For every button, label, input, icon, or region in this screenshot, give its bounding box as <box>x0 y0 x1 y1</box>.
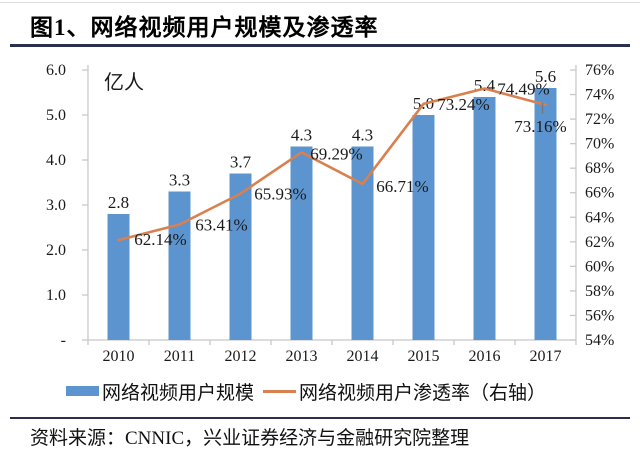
legend-item-penetration-label: 网络视频用户渗透率（右轴） <box>299 382 547 404</box>
legend-swatch-line <box>263 389 297 393</box>
svg-text:73.24%: 73.24% <box>437 95 489 114</box>
separator-line <box>10 417 630 419</box>
svg-text:69.29%: 69.29% <box>310 144 362 163</box>
svg-text:66%: 66% <box>585 185 614 202</box>
page-title: 图1、网络视频用户规模及渗透率 <box>30 15 379 40</box>
svg-text:-: - <box>61 332 66 349</box>
bar-2014 <box>351 146 374 340</box>
svg-text:2012: 2012 <box>225 348 257 365</box>
svg-text:62%: 62% <box>585 234 614 251</box>
x-axis-labels: 2010 2011 2012 2013 2014 2015 2016 2017 <box>103 348 562 365</box>
svg-text:2016: 2016 <box>469 348 501 365</box>
svg-text:2011: 2011 <box>164 348 195 365</box>
source-note: 资料来源：CNNIC，兴业证券经济与金融研究院整理 <box>30 428 470 449</box>
svg-text:60%: 60% <box>585 258 614 275</box>
svg-text:2013: 2013 <box>286 348 318 365</box>
svg-text:2010: 2010 <box>103 348 135 365</box>
right-axis-tick-labels: 76% 74% 72% 70% 68% 66% 64% 62% 60% 58% 56% 54% <box>585 62 614 349</box>
bar-2012 <box>229 173 252 340</box>
svg-text:54%: 54% <box>585 332 614 349</box>
svg-text:5.4: 5.4 <box>474 76 496 95</box>
svg-text:74.49%: 74.49% <box>497 80 549 99</box>
legend-item-user-scale-label: 网络视频用户规模 <box>102 382 255 404</box>
svg-text:4.3: 4.3 <box>291 126 312 145</box>
svg-text:72%: 72% <box>585 111 614 128</box>
svg-text:56%: 56% <box>585 307 614 324</box>
svg-text:70%: 70% <box>585 136 614 153</box>
svg-text:5.6: 5.6 <box>535 67 556 86</box>
axes <box>82 65 577 345</box>
svg-text:4.3: 4.3 <box>352 126 373 145</box>
svg-text:3.0: 3.0 <box>46 197 66 214</box>
svg-text:2015: 2015 <box>408 348 440 365</box>
title-underline <box>10 44 630 47</box>
svg-text:64%: 64% <box>585 209 614 226</box>
bar-2013 <box>290 146 313 340</box>
svg-text:1.0: 1.0 <box>46 287 66 304</box>
svg-text:74%: 74% <box>585 87 614 104</box>
svg-text:3.3: 3.3 <box>169 171 190 190</box>
bar-2010 <box>107 214 130 340</box>
legend-swatch-bar <box>66 386 99 396</box>
bar-series <box>107 88 557 340</box>
svg-text:4.0: 4.0 <box>46 152 66 169</box>
top-hairline <box>0 2 640 3</box>
svg-text:58%: 58% <box>585 283 614 300</box>
bar-2015 <box>412 115 435 340</box>
svg-text:66.71%: 66.71% <box>376 177 428 196</box>
svg-text:2.8: 2.8 <box>108 193 129 212</box>
left-axis-tick-labels: 6.0 5.0 4.0 3.0 2.0 1.0 - <box>46 62 66 349</box>
svg-text:65.93%: 65.93% <box>254 185 306 204</box>
svg-text:76%: 76% <box>585 62 614 79</box>
bar-2016 <box>473 97 496 340</box>
svg-text:6.0: 6.0 <box>46 62 66 79</box>
left-axis-unit-label: 亿人 <box>104 71 144 94</box>
bar-2017 <box>534 88 557 340</box>
bar-2011 <box>168 191 191 340</box>
svg-text:3.7: 3.7 <box>230 153 252 172</box>
svg-text:73.16%: 73.16% <box>514 117 566 136</box>
svg-text:2017: 2017 <box>530 348 562 365</box>
svg-text:63.41%: 63.41% <box>195 216 247 235</box>
svg-text:62.14%: 62.14% <box>134 230 186 249</box>
svg-text:5.0: 5.0 <box>46 107 66 124</box>
line-value-labels: 62.14% 63.41% 65.93% 69.29% 66.71% 73.24% 74.4… <box>134 80 566 250</box>
svg-text:2.0: 2.0 <box>46 242 66 259</box>
svg-text:2014: 2014 <box>347 348 379 365</box>
legend: 网络视频用户规模 网络视频用户渗透率（右轴） <box>66 381 546 404</box>
svg-text:68%: 68% <box>585 160 614 177</box>
penetration-line <box>117 87 547 242</box>
